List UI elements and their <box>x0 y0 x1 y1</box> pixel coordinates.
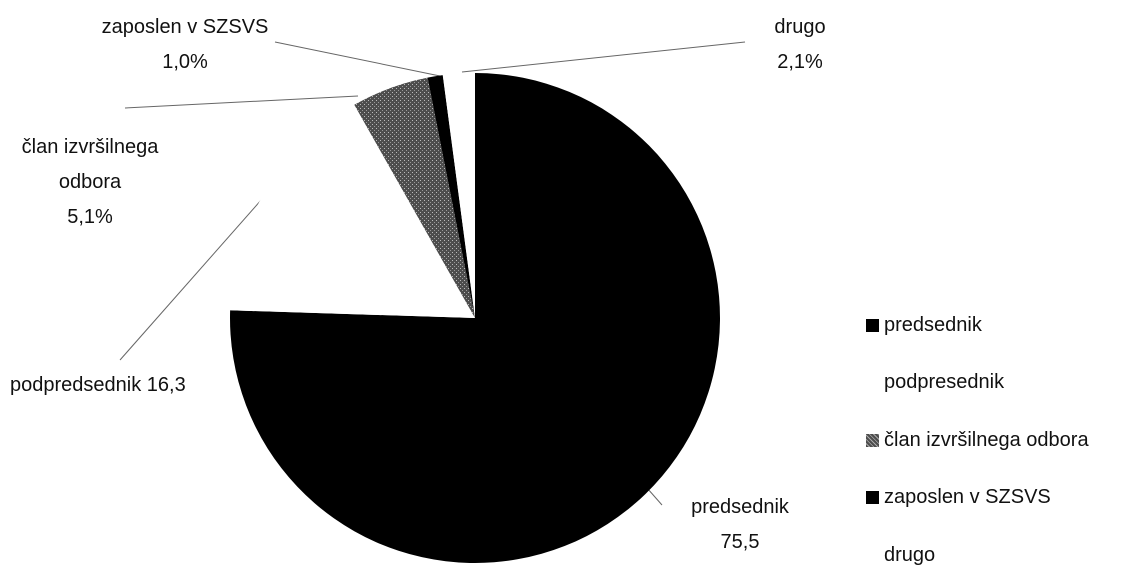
data-label-value: 5,1% <box>67 206 113 228</box>
legend-swatch <box>866 491 879 504</box>
pie-slice <box>442 73 475 318</box>
legend-swatch <box>866 433 879 447</box>
pie-slice <box>354 77 475 319</box>
legend-item: predsednik <box>866 310 982 340</box>
legend-label: član izvršilnega odbora <box>884 428 1089 451</box>
data-label: drugo 2,1% <box>730 10 870 80</box>
pie-slice <box>230 104 475 318</box>
data-label: predsednik 75,5 <box>660 490 820 560</box>
leader-lines <box>119 41 746 506</box>
pie-slice <box>229 73 720 564</box>
data-label-value: 2,1% <box>777 51 823 73</box>
data-label: član izvršilnega odbora 5,1% <box>0 130 180 235</box>
legend-item: zaposlen v SZSVS <box>866 483 1051 513</box>
legend-label: zaposlen v SZSVS <box>884 486 1051 508</box>
data-label-value: 75,5 <box>720 531 760 553</box>
data-label-name: drugo <box>774 16 826 38</box>
data-label: podpredsednik 16,3 <box>10 368 240 403</box>
data-label-name: član izvršilnega odbora <box>21 136 159 193</box>
legend-label: predsednik <box>884 313 982 336</box>
legend-item: podpresednik <box>866 368 1004 398</box>
data-label-value: 1,0% <box>162 51 208 73</box>
data-label-name: zaposlen v SZSVS <box>101 16 269 38</box>
pie-slice <box>427 75 475 318</box>
data-label-name: predsednik <box>691 496 789 518</box>
legend-swatch <box>866 548 879 562</box>
legend-swatch <box>866 376 879 389</box>
legend-item: član izvršilnega odbora <box>866 425 1089 455</box>
legend-label: drugo <box>884 543 936 566</box>
data-label: zaposlen v SZSVS 1,0% <box>75 10 295 80</box>
legend-item: drugo <box>866 540 935 570</box>
data-label-value: 16,3 <box>146 374 186 396</box>
legend-swatch <box>866 318 879 332</box>
legend-label: podpresednik <box>884 371 1005 393</box>
data-label-name: podpredsednik <box>10 374 142 396</box>
